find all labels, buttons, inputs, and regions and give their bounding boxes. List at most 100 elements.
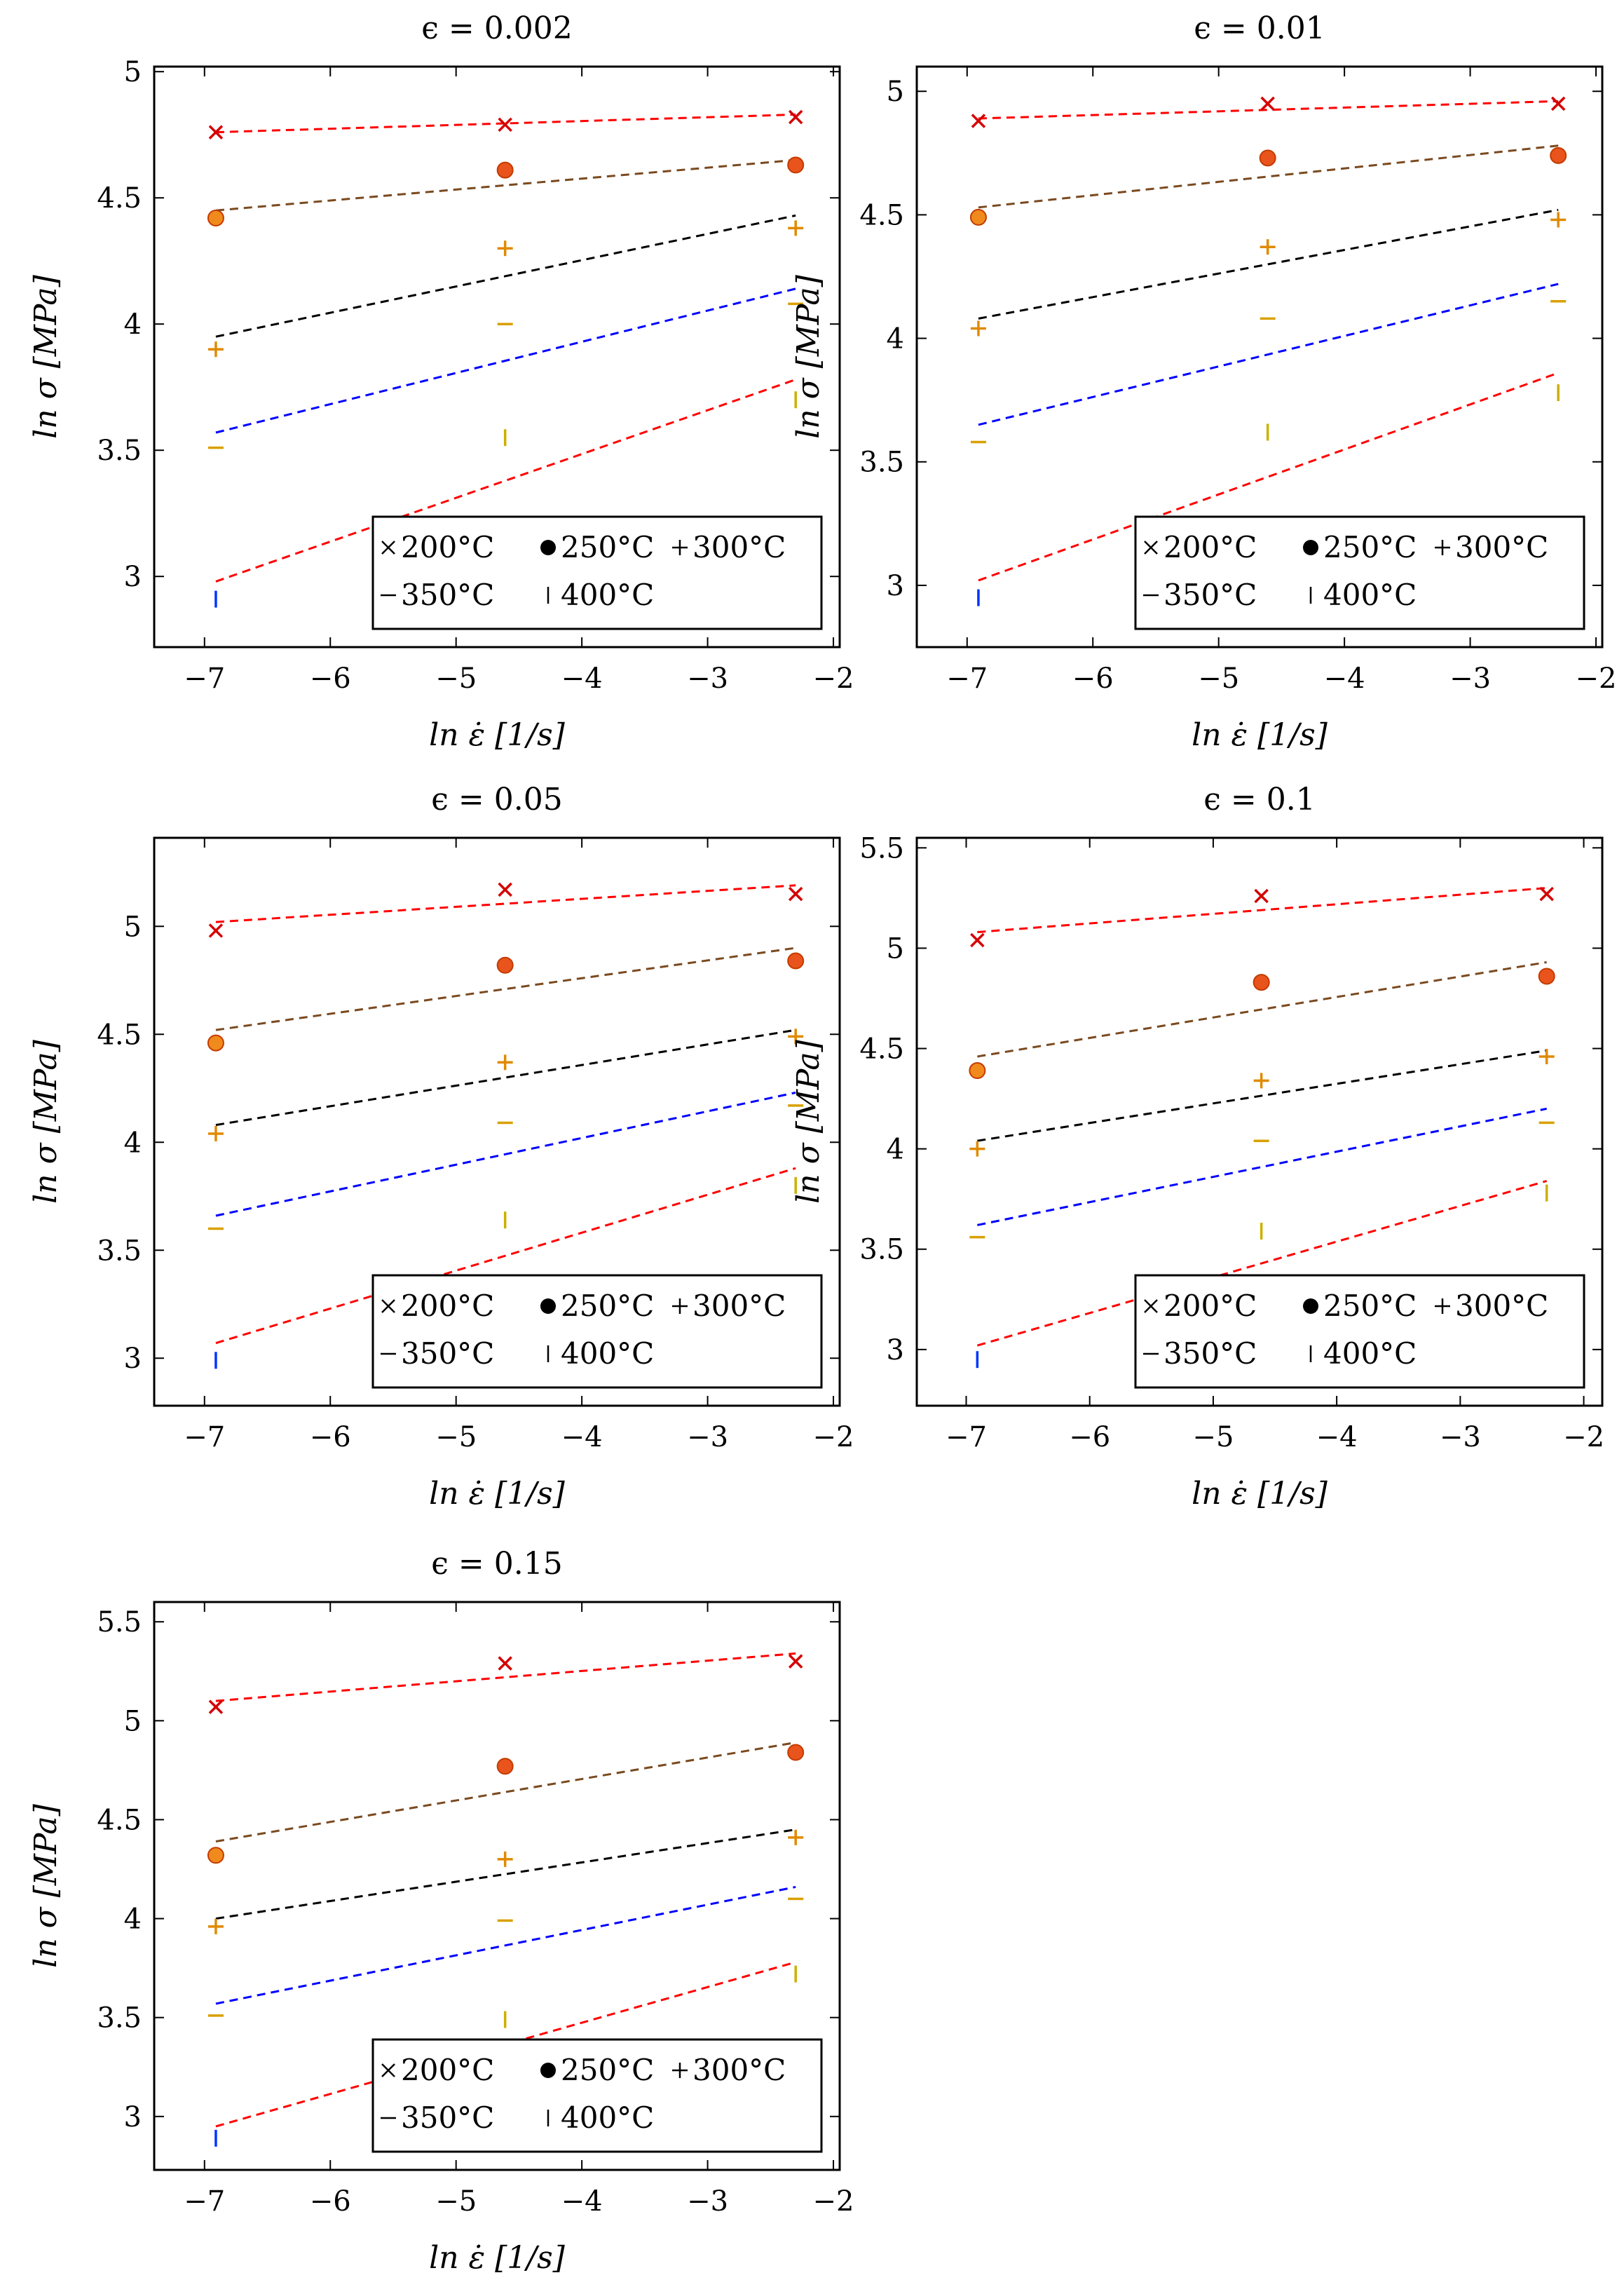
y-tick-label: 4.5 bbox=[859, 199, 904, 231]
fit-line-250c bbox=[215, 1741, 796, 1842]
y-tick-label: 3 bbox=[124, 561, 142, 593]
chart-title: ϵ = 0.15 bbox=[431, 1546, 562, 1582]
legend-box bbox=[1134, 515, 1585, 630]
x-tick-label: −4 bbox=[561, 1421, 603, 1453]
data-point-250c bbox=[787, 156, 805, 174]
x-tick-label: −2 bbox=[813, 1421, 854, 1453]
legend-label: 300°C bbox=[692, 2053, 786, 2087]
legend-label: 250°C bbox=[1323, 530, 1417, 564]
legend-marker-plus bbox=[672, 1298, 688, 1314]
data-point-250c bbox=[787, 952, 805, 970]
y-axis-label: ln σ [MPa] bbox=[28, 274, 64, 438]
data-point-250c bbox=[496, 956, 514, 974]
x-axis-label: ln ε̇ [1/s] bbox=[429, 2240, 566, 2276]
legend-label: 400°C bbox=[561, 2100, 654, 2135]
data-point-300c bbox=[788, 1029, 804, 1045]
legend-marker-x bbox=[1144, 541, 1158, 555]
x-tick-label: −4 bbox=[561, 663, 603, 695]
y-tick-label: 3.5 bbox=[859, 1234, 904, 1266]
legend-label: 300°C bbox=[1455, 1289, 1548, 1323]
fit-line-400c bbox=[215, 1167, 796, 1345]
fit-line-350c bbox=[215, 287, 796, 434]
x-tick-label: −2 bbox=[1576, 663, 1617, 695]
legend: 200°C 250°C 300°C 350°C 400°C bbox=[371, 1274, 823, 1389]
legend-box bbox=[371, 515, 823, 630]
y-tick-label: 4.5 bbox=[859, 1033, 904, 1066]
legend-box bbox=[1134, 1274, 1585, 1389]
legend-marker-circle bbox=[1303, 540, 1318, 555]
fit-line-400c bbox=[978, 372, 1559, 582]
x-axis-label: ln ε̇ [1/s] bbox=[429, 717, 566, 753]
legend-label: 350°C bbox=[401, 578, 494, 612]
x-tick-label: −5 bbox=[435, 2185, 477, 2218]
y-tick-label: 4 bbox=[124, 1903, 142, 1936]
data-point-250c bbox=[1550, 147, 1567, 164]
data-point-200c bbox=[971, 114, 986, 128]
legend-marker-x bbox=[1144, 1299, 1158, 1313]
data-point-250c bbox=[1253, 974, 1270, 991]
x-axis-label: ln ε̇ [1/s] bbox=[1192, 717, 1328, 753]
data-point-200c bbox=[208, 125, 224, 140]
data-point-300c bbox=[497, 1054, 513, 1071]
legend-label: 250°C bbox=[561, 2053, 654, 2087]
data-point-200c bbox=[970, 932, 985, 948]
y-tick-label: 3.5 bbox=[97, 1235, 142, 1267]
x-tick-label: −3 bbox=[687, 1421, 728, 1453]
legend-label: 200°C bbox=[401, 1289, 494, 1323]
fit-line-200c bbox=[215, 113, 796, 134]
chart-title: ϵ = 0.01 bbox=[1194, 11, 1325, 46]
plot-frame bbox=[915, 836, 1604, 1407]
plot-frame bbox=[153, 65, 841, 649]
plot-frame bbox=[915, 65, 1604, 649]
x-tick-label: −4 bbox=[561, 2185, 603, 2218]
legend-label: 250°C bbox=[561, 1289, 654, 1323]
y-tick-label: 5 bbox=[887, 76, 904, 108]
y-tick-label: 4 bbox=[124, 1127, 142, 1159]
legend-label: 200°C bbox=[1164, 530, 1257, 564]
fit-line-200c bbox=[977, 887, 1547, 934]
legend-marker-plus bbox=[672, 540, 688, 555]
y-tick-label: 3.5 bbox=[97, 2002, 142, 2035]
data-point-200c bbox=[498, 1656, 512, 1671]
x-tick-label: −5 bbox=[435, 1421, 477, 1453]
data-point-250c bbox=[496, 1758, 514, 1775]
x-tick-label: −6 bbox=[310, 1421, 351, 1453]
legend: 200°C 250°C 300°C 350°C 400°C bbox=[1134, 1274, 1585, 1389]
legend-label: 400°C bbox=[561, 1336, 654, 1371]
data-point-250c bbox=[787, 1744, 805, 1761]
plot-frame bbox=[153, 836, 841, 1407]
data-point-300c bbox=[497, 240, 513, 257]
data-point-300c bbox=[497, 1851, 513, 1867]
legend-label: 200°C bbox=[401, 530, 494, 564]
legend-label: 400°C bbox=[1323, 1336, 1417, 1371]
legend-label: 200°C bbox=[401, 2053, 494, 2087]
chart-panel-1: ϵ = 0.002 −7 −6 −5 −4 −3 −2 3 3.5 4 4.5 5 ln ε̇ [1/s… bbox=[28, 11, 854, 753]
fit-line-300c bbox=[215, 1029, 796, 1127]
legend-label: 350°C bbox=[1164, 578, 1257, 612]
data-point-300c bbox=[788, 220, 804, 236]
fit-line-200c bbox=[215, 884, 796, 923]
legend-marker-plus bbox=[672, 2063, 688, 2078]
y-axis-label: ln σ [MPa] bbox=[791, 274, 826, 438]
data-point-300c bbox=[969, 1141, 985, 1157]
legend-label: 300°C bbox=[692, 530, 786, 564]
fit-line-350c bbox=[215, 1885, 796, 2005]
x-tick-label: −2 bbox=[813, 2185, 854, 2218]
x-tick-label: −7 bbox=[184, 2185, 225, 2218]
data-point-200c bbox=[788, 109, 803, 125]
x-tick-label: −6 bbox=[1072, 663, 1114, 695]
x-tick-label: −7 bbox=[946, 663, 988, 695]
data-point-300c bbox=[1253, 1073, 1269, 1089]
data-point-250c bbox=[496, 161, 514, 179]
data-point-300c bbox=[1550, 212, 1567, 228]
y-tick-label: 3 bbox=[887, 1334, 904, 1366]
data-point-250c bbox=[969, 1062, 986, 1080]
data-point-300c bbox=[1260, 239, 1276, 255]
data-point-250c bbox=[969, 208, 987, 226]
legend-marker-x bbox=[381, 541, 395, 555]
legend-label: 350°C bbox=[1164, 1336, 1257, 1371]
y-tick-label: 3 bbox=[124, 1343, 142, 1375]
x-tick-label: −7 bbox=[946, 1421, 987, 1453]
data-point-200c bbox=[498, 882, 512, 897]
y-tick-label: 5.5 bbox=[97, 1606, 142, 1638]
